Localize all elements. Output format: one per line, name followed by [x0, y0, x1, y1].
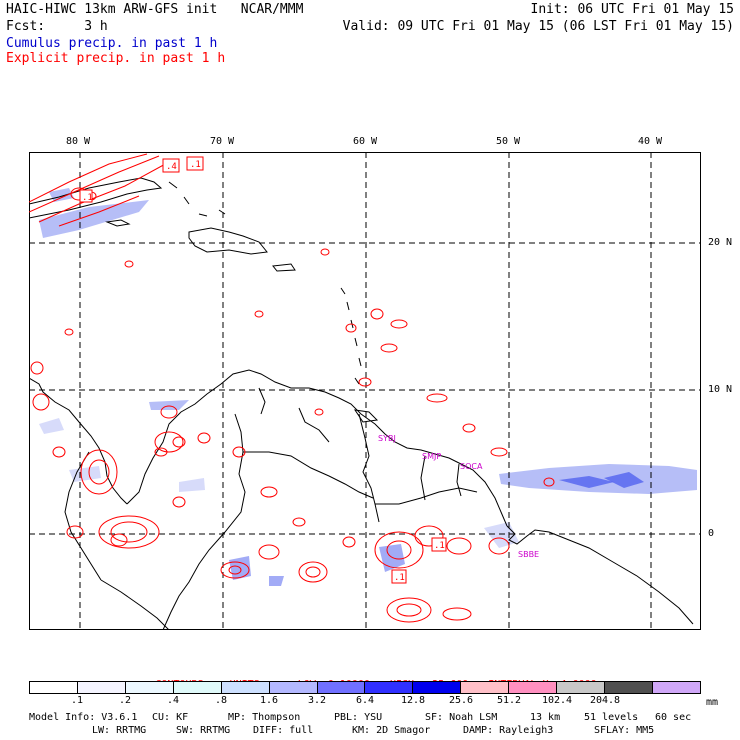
contour-box	[186, 156, 204, 171]
colorbar-tick: 25.6	[448, 695, 474, 706]
colorbar-segment	[77, 682, 126, 693]
colorbar-tick: 102.4	[541, 695, 573, 706]
lon-label-60w: 60 W	[353, 136, 378, 147]
lon-label-80w: 80 W	[66, 136, 91, 147]
lon-label-70w: 70 W	[210, 136, 235, 147]
colorbar-segment	[173, 682, 222, 693]
colorbar-segment	[461, 682, 510, 693]
contour-box	[79, 189, 93, 203]
colorbar-segment	[221, 682, 270, 693]
cumulus-legend: Cumulus precip. in past 1 h	[6, 36, 218, 51]
model-info-item: LW: RRTMG	[92, 725, 147, 736]
contour-box	[162, 158, 180, 173]
station-sbbe: SBBE	[518, 550, 539, 559]
colorbar-segment	[30, 682, 78, 693]
lat-label-0: 0	[708, 528, 715, 539]
contour-value: .1	[434, 541, 445, 551]
colorbar-segment	[413, 682, 462, 693]
colorbar-tick: .4	[166, 695, 180, 706]
contour-box	[391, 569, 407, 584]
station-soca: SOCA	[460, 462, 483, 471]
colorbar-tick: 12.8	[400, 695, 426, 706]
station-labels: SYBJ SMJP SOCA SBBE	[378, 434, 539, 559]
model-info-item: DIFF: full	[253, 725, 314, 736]
forecast-hour: Fcst: 3 h	[6, 19, 108, 34]
map-frame	[29, 152, 701, 630]
precip-map: .4 .1 .1 .1 .1 SYBJ SMJP SOCA SBBE	[29, 152, 701, 630]
colorbar-segment	[652, 682, 700, 693]
colorbar-segment	[125, 682, 174, 693]
contour-value: .4	[166, 162, 177, 172]
colorbar-segment	[509, 682, 558, 693]
colorbar-segment	[365, 682, 414, 693]
model-info-item: 60 sec	[655, 712, 692, 723]
colorbar-segment	[605, 682, 653, 693]
colorbar-tick: 6.4	[355, 695, 375, 706]
contour-value: .1	[394, 573, 405, 583]
model-info-item: SF: Noah LSM	[425, 712, 498, 723]
cumulus-precip-areas	[39, 188, 697, 586]
colorbar-tick: 204.8	[589, 695, 621, 706]
contour-value: .1	[190, 160, 201, 170]
colorbar-tick: .8	[214, 695, 228, 706]
contour-value: .1	[82, 193, 93, 203]
model-info-item: KM: 2D Smagor	[352, 725, 431, 736]
colorbar-segment	[317, 682, 366, 693]
lat-label-10n: 10 N	[708, 384, 733, 395]
colorbar-tick: 1.6	[259, 695, 279, 706]
colorbar-segment	[557, 682, 606, 693]
model-info-item: DAMP: Rayleigh3	[463, 725, 554, 736]
station-smjp: SMJP	[422, 452, 441, 461]
explicit-legend: Explicit precip. in past 1 h	[6, 51, 226, 66]
colorbar-tick: .2	[118, 695, 132, 706]
colorbar-segment	[269, 682, 318, 693]
model-info-item: 51 levels	[584, 712, 639, 723]
init-time: Init: 06 UTC Fri 01 May 15	[530, 2, 735, 17]
colorbar-tick: 51.2	[496, 695, 522, 706]
model-info-item: CU: KF	[152, 712, 189, 723]
model-info-item: 13 km	[530, 712, 561, 723]
colorbar-tick: .1	[70, 695, 84, 706]
station-sybj: SYBJ	[378, 434, 396, 443]
model-info-item: MP: Thompson	[228, 712, 301, 723]
lat-lon-grid	[29, 152, 701, 630]
explicit-precip-contours	[29, 153, 555, 623]
lon-label-40w: 40 W	[638, 136, 663, 147]
colorbar-unit: mm	[706, 697, 719, 708]
lat-label-20n: 20 N	[708, 237, 733, 248]
valid-time: Valid: 09 UTC Fri 01 May 15 (06 LST Fri …	[342, 19, 734, 34]
lon-label-50w: 50 W	[496, 136, 521, 147]
model-info-item: SW: RRTMG	[176, 725, 231, 736]
colorbar-tick: 3.2	[307, 695, 327, 706]
contour-value-labels: .4 .1 .1 .1 .1	[79, 156, 447, 584]
contour-box	[431, 537, 447, 552]
model-title: HAIC-HIWC 13km ARW-GFS init NCAR/MMM	[6, 2, 304, 17]
model-info-item: SFLAY: MM5	[594, 725, 655, 736]
model-info-item: Model Info: V3.6.1	[29, 712, 138, 723]
precip-colorbar	[29, 681, 701, 694]
model-info-item: PBL: YSU	[334, 712, 383, 723]
